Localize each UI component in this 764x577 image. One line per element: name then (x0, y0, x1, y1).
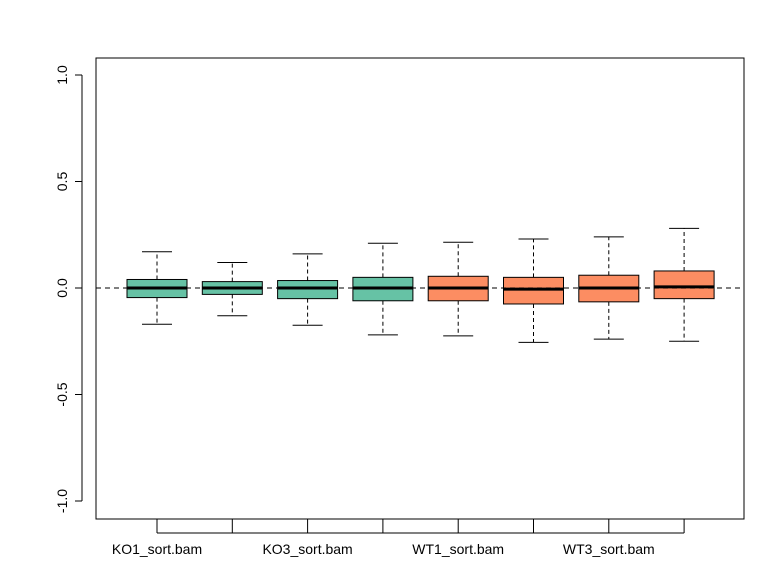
box-WT2_sort.bam (503, 238, 564, 343)
y-tick-label: 0.5 (54, 172, 70, 192)
x-tick-label: WT1_sort.bam (412, 541, 504, 557)
x-tick-label: KO1_sort.bam (112, 541, 202, 557)
box-KO4_sort.bam (352, 242, 414, 336)
box-WT4_sort.bam (653, 227, 715, 342)
y-tick-label: -0.5 (54, 382, 70, 406)
box-iqr (653, 270, 715, 300)
box-KO3_sort.bam (277, 253, 339, 326)
box-iqr (277, 280, 339, 300)
y-tick-label: 0.0 (54, 278, 70, 298)
y-tick-label: 1.0 (54, 65, 70, 85)
y-tick-label: -1.0 (54, 489, 70, 513)
x-tick-label: WT3_sort.bam (563, 541, 655, 557)
box-iqr (503, 276, 564, 305)
box-WT3_sort.bam (578, 236, 640, 340)
box-WT1_sort.bam (427, 241, 489, 337)
boxes-group (126, 227, 715, 343)
x-axis: KO1_sort.bam KO3_sort.bam WT1_sort.bam WT3_… (112, 519, 685, 557)
box-KO2_sort.bam (201, 261, 263, 317)
x-tick-label: KO3_sort.bam (262, 541, 352, 557)
y-axis: -1.0 -0.5 0.0 0.5 1.0 (54, 65, 83, 513)
